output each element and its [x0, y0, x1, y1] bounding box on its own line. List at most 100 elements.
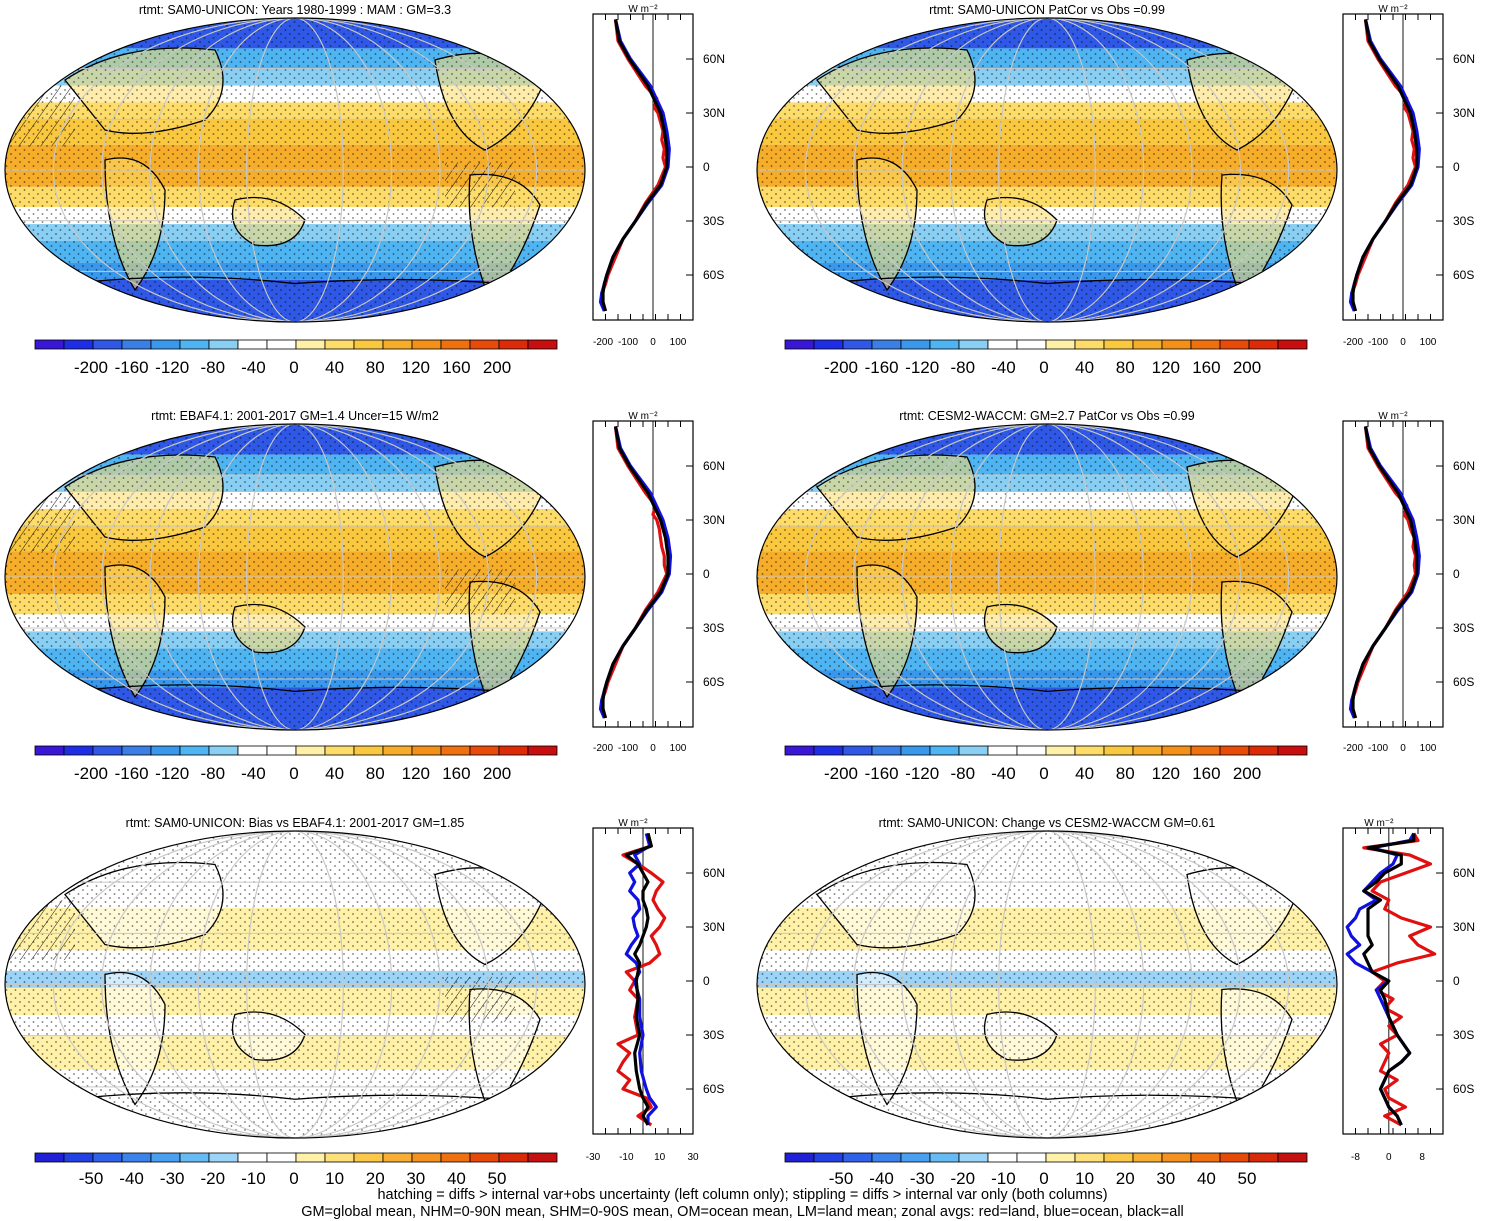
- graticule-longitude: [804, 18, 1290, 322]
- colorbar-swatch: [871, 339, 902, 350]
- x-tick-label: -200: [1343, 337, 1363, 348]
- lat-tick-label: 60N: [703, 866, 725, 880]
- lat-tick-label: 0: [1453, 160, 1460, 174]
- colorbar-swatch: [179, 1152, 210, 1163]
- colorbar-label: 30: [406, 1169, 425, 1188]
- colorbar-label: 120: [402, 764, 430, 783]
- colorbar-label: 50: [1238, 1169, 1257, 1188]
- hatching: [5, 492, 75, 553]
- colorbar-swatch: [784, 339, 815, 350]
- colorbar-label: 20: [1116, 1169, 1135, 1188]
- colorbar-label: -20: [951, 1169, 976, 1188]
- x-tick-label: -30: [586, 1152, 601, 1163]
- graticule-longitude: [197, 424, 393, 730]
- x-tick-label: 100: [670, 743, 687, 754]
- graticule-longitude: [949, 831, 1145, 1138]
- colorbar-swatch: [900, 745, 931, 756]
- colorbar-label: -40: [119, 1169, 144, 1188]
- graticule-longitude: [149, 424, 441, 730]
- graticule-longitude: [52, 18, 538, 322]
- colorbar-swatch: [1016, 339, 1047, 350]
- map-border: [4, 830, 586, 1139]
- colorbar-swatch: [1132, 339, 1163, 350]
- colorbar-label: -40: [991, 764, 1016, 783]
- colorbar-swatch: [34, 745, 65, 756]
- lat-tick-label: 60S: [703, 675, 724, 689]
- lat-tick-label: 30S: [1453, 621, 1474, 635]
- colorbar-swatch: [382, 339, 413, 350]
- colorbar-swatch: [469, 745, 500, 756]
- colorbar-label: 0: [289, 764, 298, 783]
- colorbar-label: 40: [1075, 358, 1094, 377]
- lat-tick-label: 30N: [703, 920, 725, 934]
- colorbar-label: -20: [201, 1169, 226, 1188]
- colorbar-swatch: [440, 745, 471, 756]
- colorbar-swatch: [1190, 1152, 1221, 1163]
- hatching: [445, 569, 515, 615]
- graticule-longitude: [853, 831, 1241, 1138]
- map-border: [4, 423, 586, 731]
- colorbar-swatch: [382, 1152, 413, 1163]
- colorbar-swatch: [987, 1152, 1018, 1163]
- colorbar-swatch: [353, 339, 384, 350]
- colorbar-label: 10: [1075, 1169, 1094, 1188]
- hatching: [5, 900, 75, 961]
- colorbar-label: -160: [865, 358, 899, 377]
- map-p6: [757, 831, 1337, 1138]
- colorbar-swatch: [842, 339, 873, 350]
- colorbar-label: -160: [115, 358, 149, 377]
- x-tick-label: 10: [654, 1152, 666, 1163]
- lat-tick-label: 30N: [1453, 920, 1475, 934]
- colorbar-label: -120: [155, 764, 189, 783]
- colorbar-swatch: [179, 745, 210, 756]
- colorbar-swatch: [1190, 745, 1221, 756]
- graticule-longitude: [853, 424, 1241, 730]
- colorbar-swatch: [92, 1152, 123, 1163]
- unit-label: W m⁻²: [628, 4, 658, 15]
- colorbar-swatch: [295, 339, 326, 350]
- lat-tick-label: 60S: [703, 268, 724, 282]
- colorbar-label: -80: [201, 358, 226, 377]
- graticule-longitude: [901, 831, 1193, 1138]
- panel-title: rtmt: SAM0-UNICON: Years 1980-1999 : MAM…: [139, 3, 451, 17]
- hatching: [445, 976, 515, 1022]
- lat-tick-label: 60N: [703, 52, 725, 66]
- colorbar-label: 0: [1039, 358, 1048, 377]
- colorbar-swatch: [324, 1152, 355, 1163]
- colorbar-swatch: [1016, 745, 1047, 756]
- colorbar-swatch: [295, 745, 326, 756]
- colorbar-swatch: [813, 1152, 844, 1163]
- colorbar-swatch: [1074, 339, 1105, 350]
- map-p1: [5, 18, 585, 322]
- colorbar-label: 120: [1152, 764, 1180, 783]
- colorbar-swatch: [121, 339, 152, 350]
- colorbar-swatch: [92, 339, 123, 350]
- graticule-longitude: [197, 18, 393, 322]
- colorbar-swatch: [527, 339, 558, 350]
- colorbar-swatch: [813, 339, 844, 350]
- colorbar-swatch: [411, 339, 442, 350]
- colorbar-label: -50: [829, 1169, 854, 1188]
- colorbar-label: -50: [79, 1169, 104, 1188]
- colorbar-swatch: [929, 339, 960, 350]
- colorbar-swatch: [1248, 339, 1279, 350]
- x-tick-label: -100: [1368, 743, 1388, 754]
- x-tick-label: 0: [650, 337, 656, 348]
- colorbar-label: 80: [1116, 358, 1135, 377]
- map-p3: [5, 424, 585, 730]
- x-tick-label: 100: [1420, 743, 1437, 754]
- colorbar-label: -40: [241, 358, 266, 377]
- colorbar-swatch: [527, 1152, 558, 1163]
- colorbar-swatch: [208, 745, 239, 756]
- colorbar-label: 160: [442, 764, 470, 783]
- x-tick-label: 100: [1420, 337, 1437, 348]
- lat-tick-label: 30S: [1453, 1028, 1474, 1042]
- colorbar-swatch: [871, 1152, 902, 1163]
- unit-label: W m⁻²: [1378, 4, 1408, 15]
- colorbar-swatch: [1074, 745, 1105, 756]
- colorbar-label: 80: [366, 764, 385, 783]
- panel-title: rtmt: SAM0-UNICON: Change vs CESM2-WACCM…: [879, 816, 1216, 830]
- colorbar-swatch: [1248, 1152, 1279, 1163]
- colorbar-swatch: [527, 745, 558, 756]
- colorbar-label: -200: [74, 358, 108, 377]
